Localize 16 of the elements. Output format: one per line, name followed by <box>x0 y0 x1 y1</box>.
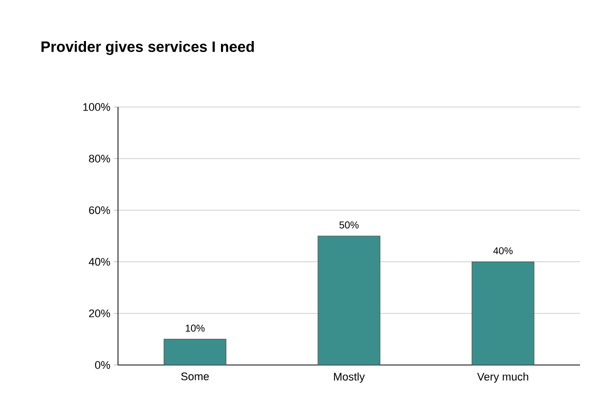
y-tick-label: 20% <box>89 310 110 318</box>
data-label: 50% <box>339 221 359 228</box>
y-tick-label: 80% <box>89 154 110 162</box>
chart-title: Provider gives services I need <box>42 41 254 55</box>
x-tick-label: Very much <box>477 372 528 383</box>
y-tick-label: 0% <box>95 361 110 369</box>
bar <box>318 236 380 366</box>
y-tick-label: 60% <box>89 206 110 214</box>
y-tick-label: 40% <box>88 258 110 266</box>
data-label: 40% <box>493 247 513 254</box>
data-label: 10% <box>186 324 205 332</box>
x-tick-label: Mostly <box>334 372 365 383</box>
bar <box>164 338 226 366</box>
y-tick-label: 100% <box>83 103 110 111</box>
bar <box>472 261 534 366</box>
x-tick-label: Some <box>181 372 209 380</box>
